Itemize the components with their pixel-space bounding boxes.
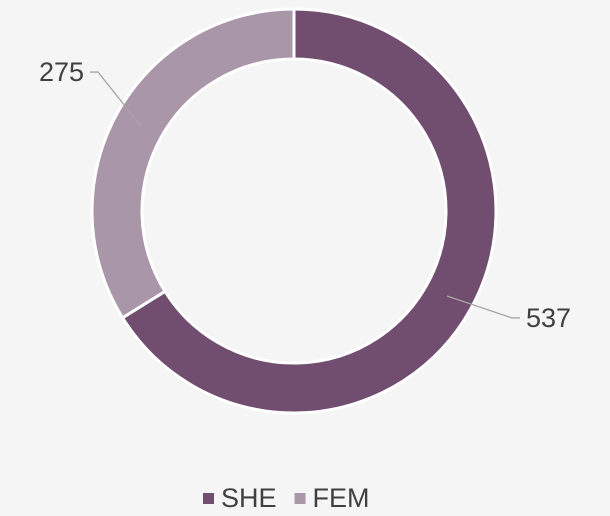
legend-swatch — [203, 493, 214, 504]
legend-label: FEM — [313, 483, 370, 513]
legend-swatch — [294, 493, 306, 504]
leader-line — [90, 71, 142, 127]
data-label: 537 — [526, 303, 571, 333]
donut-slice — [90, 7, 296, 320]
legend-label: SHE — [221, 483, 277, 513]
donut-slice — [120, 7, 498, 415]
leader-line — [446, 295, 520, 319]
data-label: 275 — [39, 57, 84, 87]
